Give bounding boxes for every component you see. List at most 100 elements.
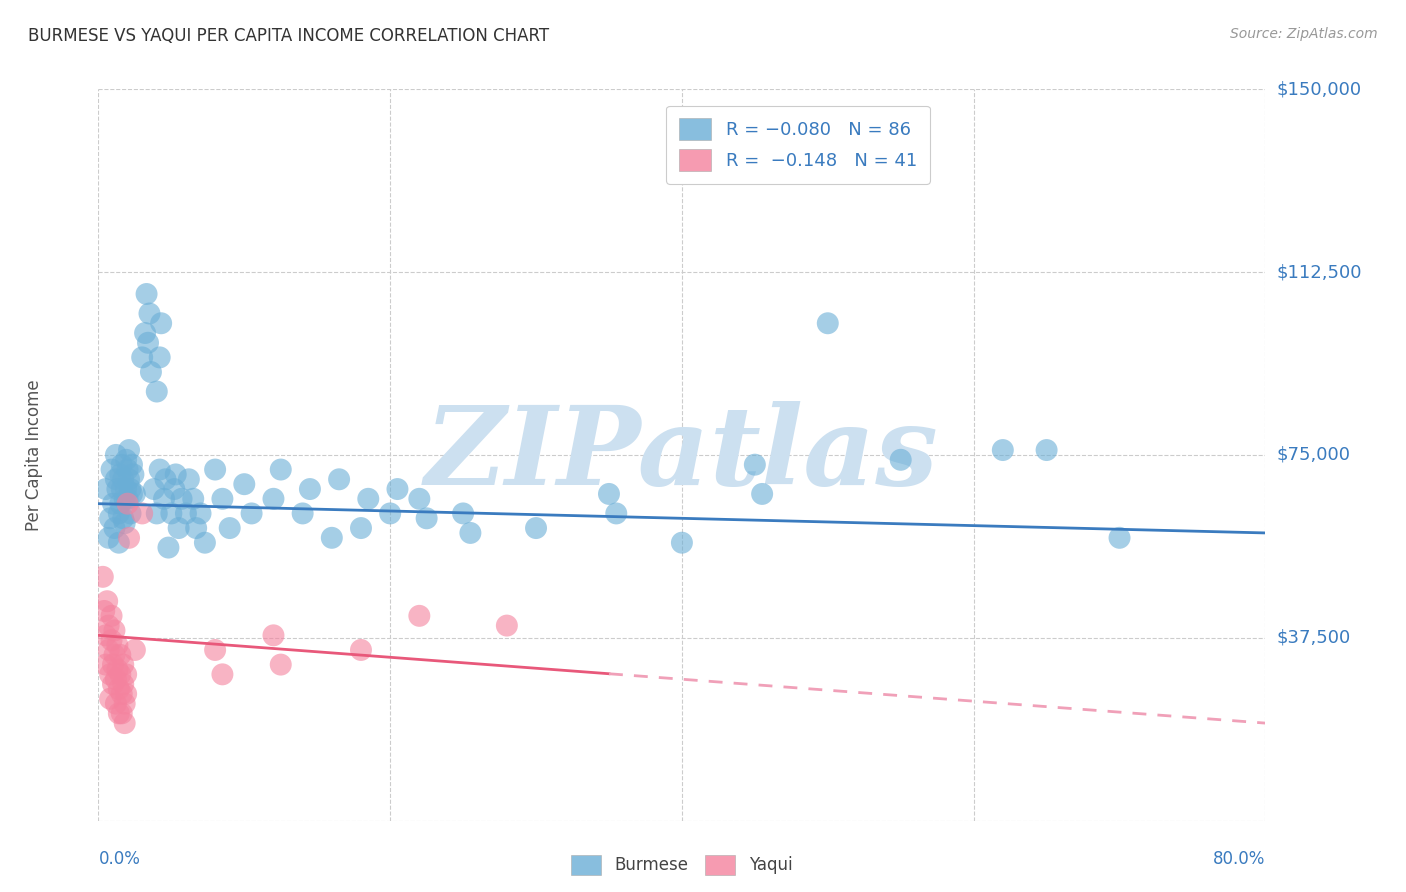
- Point: [194, 535, 217, 549]
- Point: [110, 467, 132, 482]
- Point: [118, 472, 141, 486]
- Point: [240, 507, 263, 521]
- Point: [149, 351, 172, 365]
- Point: [598, 487, 620, 501]
- Point: [167, 521, 190, 535]
- Point: [103, 521, 125, 535]
- Point: [114, 697, 136, 711]
- Point: [291, 507, 314, 521]
- Point: [104, 448, 127, 462]
- Point: [605, 507, 627, 521]
- Point: [120, 507, 142, 521]
- Point: [218, 521, 240, 535]
- Point: [134, 326, 156, 340]
- Point: [1035, 443, 1057, 458]
- Point: [101, 657, 124, 672]
- Point: [94, 628, 117, 642]
- Point: [97, 531, 120, 545]
- Point: [117, 462, 139, 476]
- Point: [751, 487, 773, 501]
- Text: $75,000: $75,000: [1277, 446, 1351, 464]
- Point: [262, 628, 284, 642]
- Point: [1108, 531, 1130, 545]
- Point: [105, 663, 128, 677]
- Point: [146, 507, 169, 521]
- Point: [890, 452, 912, 467]
- Point: [114, 716, 136, 731]
- Point: [104, 697, 127, 711]
- Point: [97, 618, 120, 632]
- Point: [177, 472, 200, 486]
- Point: [117, 491, 139, 506]
- Point: [233, 477, 256, 491]
- Point: [991, 443, 1014, 458]
- Point: [104, 472, 127, 486]
- Point: [181, 491, 204, 506]
- Point: [100, 633, 122, 648]
- Point: [101, 497, 124, 511]
- Point: [157, 541, 180, 555]
- Point: [108, 706, 131, 721]
- Point: [96, 594, 118, 608]
- Point: [91, 570, 114, 584]
- Point: [111, 458, 134, 472]
- Point: [387, 482, 409, 496]
- Point: [328, 472, 350, 486]
- Point: [139, 365, 162, 379]
- Point: [149, 462, 172, 476]
- Text: $112,500: $112,500: [1277, 263, 1362, 281]
- Point: [170, 491, 193, 506]
- Point: [104, 672, 127, 686]
- Point: [817, 316, 839, 330]
- Point: [112, 511, 135, 525]
- Point: [155, 472, 177, 486]
- Point: [211, 667, 233, 681]
- Point: [298, 482, 321, 496]
- Point: [112, 657, 135, 672]
- Point: [108, 681, 131, 696]
- Point: [270, 657, 292, 672]
- Point: [124, 643, 146, 657]
- Text: $150,000: $150,000: [1277, 80, 1361, 98]
- Point: [378, 507, 402, 521]
- Point: [146, 384, 169, 399]
- Text: 0.0%: 0.0%: [98, 850, 141, 868]
- Point: [211, 491, 233, 506]
- Text: Source: ZipAtlas.com: Source: ZipAtlas.com: [1230, 27, 1378, 41]
- Text: 80.0%: 80.0%: [1213, 850, 1265, 868]
- Point: [112, 677, 135, 691]
- Point: [744, 458, 766, 472]
- Point: [110, 667, 132, 681]
- Point: [122, 467, 145, 482]
- Point: [98, 511, 121, 525]
- Point: [204, 462, 226, 476]
- Point: [118, 531, 141, 545]
- Point: [408, 491, 430, 506]
- Point: [451, 507, 474, 521]
- Point: [460, 525, 482, 540]
- Point: [103, 648, 125, 662]
- Point: [111, 687, 134, 701]
- Point: [110, 497, 132, 511]
- Text: Per Capita Income: Per Capita Income: [25, 379, 44, 531]
- Point: [350, 643, 373, 657]
- Text: BURMESE VS YAQUI PER CAPITA INCOME CORRELATION CHART: BURMESE VS YAQUI PER CAPITA INCOME CORRE…: [28, 27, 550, 45]
- Point: [115, 687, 138, 701]
- Point: [124, 487, 146, 501]
- Point: [138, 306, 160, 320]
- Point: [163, 482, 186, 496]
- Point: [100, 462, 122, 476]
- Point: [121, 458, 143, 472]
- Point: [131, 507, 153, 521]
- Point: [103, 624, 125, 638]
- Text: ZIPatlas: ZIPatlas: [425, 401, 939, 508]
- Point: [117, 497, 139, 511]
- Point: [121, 487, 143, 501]
- Point: [495, 618, 517, 632]
- Point: [270, 462, 292, 476]
- Point: [142, 482, 165, 496]
- Point: [98, 667, 121, 681]
- Point: [105, 482, 128, 496]
- Point: [108, 507, 131, 521]
- Point: [93, 604, 115, 618]
